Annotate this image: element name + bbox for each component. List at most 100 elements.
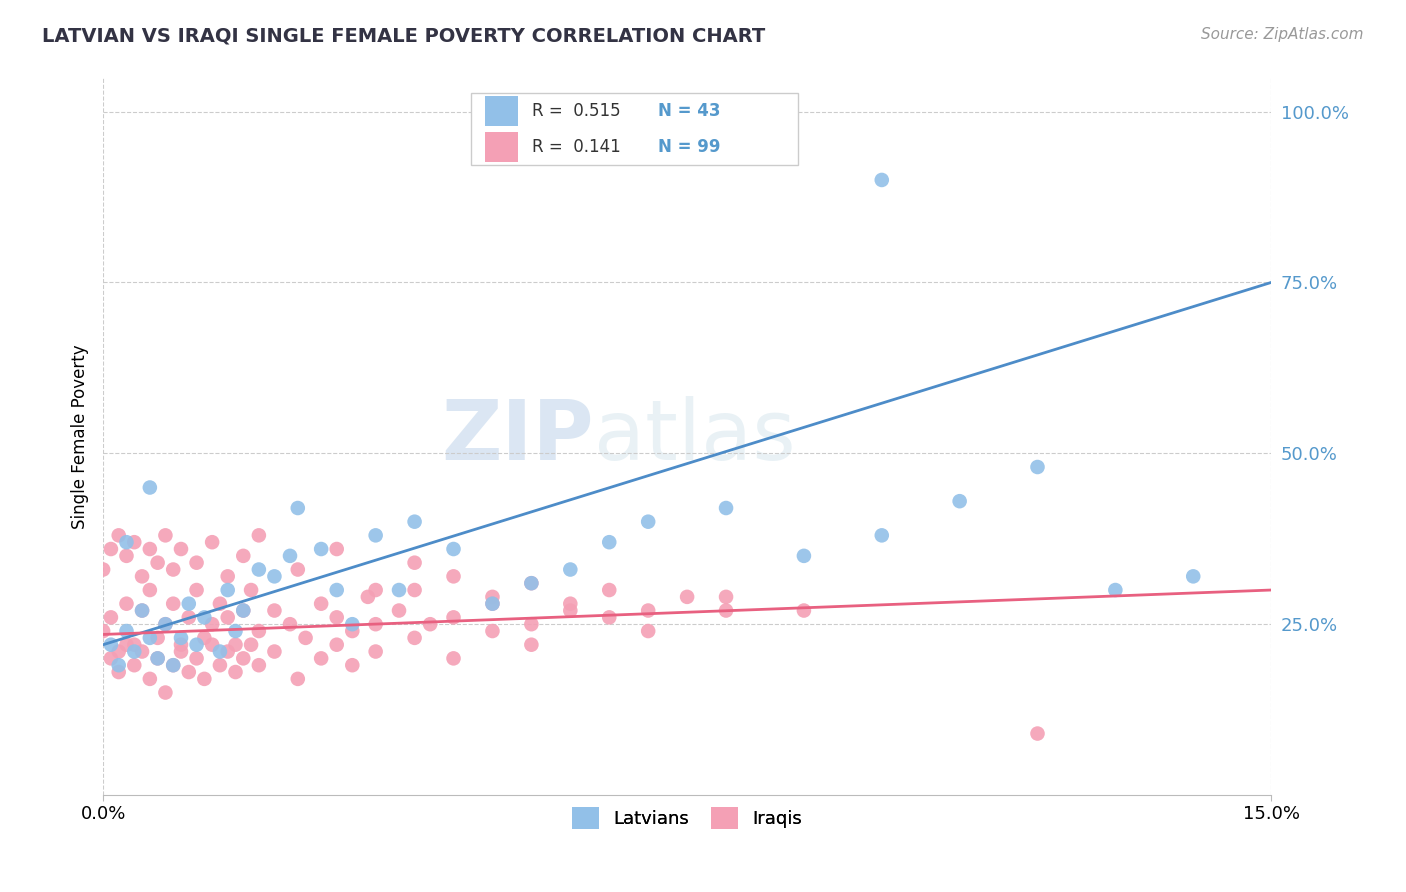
Text: R =  0.141: R = 0.141 (531, 138, 620, 156)
Point (364, 617, 387, 632)
Point (208, 658, 231, 673)
Point (598, 610, 620, 624)
Point (404, 556, 426, 570)
Point (520, 638, 543, 652)
Text: N = 99: N = 99 (658, 138, 720, 156)
Point (793, 603, 815, 617)
Point (131, 603, 153, 617)
Point (676, 590, 699, 604)
Point (263, 569, 285, 583)
Point (115, 535, 138, 549)
Point (124, 638, 146, 652)
Point (520, 617, 543, 632)
Point (155, 685, 177, 699)
Point (100, 638, 122, 652)
Point (91, 562, 114, 576)
Point (598, 535, 620, 549)
Point (520, 576, 543, 591)
Point (139, 481, 162, 495)
Point (325, 610, 347, 624)
Point (240, 638, 263, 652)
Point (115, 624, 138, 638)
Point (263, 644, 285, 658)
Point (155, 528, 177, 542)
Point (240, 582, 263, 597)
Point (217, 582, 239, 597)
Point (357, 590, 380, 604)
Point (263, 603, 285, 617)
Point (309, 541, 332, 556)
Point (560, 603, 582, 617)
Point (1182, 569, 1205, 583)
Point (124, 644, 146, 658)
Point (520, 576, 543, 591)
Y-axis label: Single Female Poverty: Single Female Poverty (72, 344, 89, 529)
Point (177, 610, 200, 624)
Point (193, 672, 215, 686)
Point (481, 590, 503, 604)
Point (162, 597, 184, 611)
Point (481, 597, 503, 611)
Point (714, 603, 737, 617)
Point (325, 638, 347, 652)
Point (139, 631, 162, 645)
Point (170, 631, 193, 645)
Point (131, 644, 153, 658)
Point (146, 651, 169, 665)
Text: Source: ZipAtlas.com: Source: ZipAtlas.com (1201, 27, 1364, 42)
Point (139, 582, 162, 597)
Point (232, 603, 254, 617)
Point (100, 651, 122, 665)
Point (287, 562, 309, 576)
Point (443, 610, 465, 624)
Point (232, 603, 254, 617)
Point (598, 582, 620, 597)
FancyBboxPatch shape (471, 94, 799, 165)
Point (637, 624, 659, 638)
Legend: Latvians, Iraqis: Latvians, Iraqis (565, 800, 810, 837)
Point (342, 617, 364, 632)
Point (201, 638, 224, 652)
Point (91, 624, 114, 638)
Point (404, 582, 426, 597)
Point (342, 624, 364, 638)
Point (177, 665, 200, 679)
Point (232, 651, 254, 665)
Point (1026, 726, 1049, 740)
Point (325, 582, 347, 597)
Point (115, 549, 138, 563)
Point (100, 610, 122, 624)
Point (247, 562, 270, 576)
Point (115, 638, 138, 652)
Point (364, 582, 387, 597)
Point (419, 617, 441, 632)
Point (162, 658, 184, 673)
Point (364, 644, 387, 658)
Point (131, 603, 153, 617)
Point (388, 582, 411, 597)
Point (364, 528, 387, 542)
Point (247, 528, 270, 542)
Point (186, 651, 208, 665)
Point (949, 494, 972, 508)
Point (388, 603, 411, 617)
Point (637, 515, 659, 529)
FancyBboxPatch shape (485, 96, 517, 127)
Point (146, 556, 169, 570)
Point (247, 658, 270, 673)
Point (217, 610, 239, 624)
Point (155, 617, 177, 632)
Point (139, 672, 162, 686)
Point (443, 569, 465, 583)
Point (714, 590, 737, 604)
Point (208, 597, 231, 611)
Point (637, 603, 659, 617)
Point (278, 549, 301, 563)
Point (193, 610, 215, 624)
Point (208, 644, 231, 658)
Point (342, 658, 364, 673)
Point (201, 535, 224, 549)
Point (287, 501, 309, 516)
Point (107, 644, 129, 658)
Point (404, 631, 426, 645)
